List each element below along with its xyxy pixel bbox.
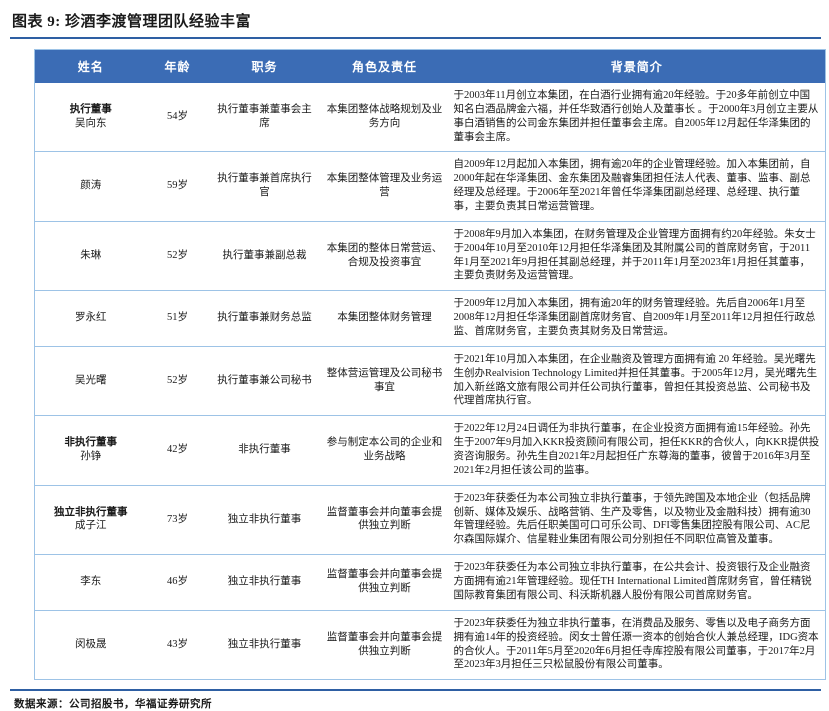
background-cell: 于2023年获委任为本公司独立非执行董事，在公共会计、投资银行及企业融资方面拥有… <box>448 554 826 611</box>
position-cell: 独立非执行董事 <box>208 609 321 680</box>
age-cell: 52岁 <box>146 345 209 416</box>
background-cell: 于2021年10月加入本集团，在企业融资及管理方面拥有逾 20 年经验。吴光曙先… <box>448 345 826 416</box>
header-background: 背景简介 <box>448 49 826 83</box>
director-name: 朱琳 <box>80 249 102 261</box>
role-cell: 本集团的整体日常营运、合规及投资事宜 <box>320 220 449 291</box>
management-table: 姓名 年龄 职务 角色及责任 背景简介 执行董事吴向东 54岁 执行董事兼董事会… <box>34 49 826 681</box>
position-cell: 非执行董事 <box>208 415 321 486</box>
name-cell: 罗永红 <box>34 290 147 347</box>
name-cell: 吴光曙 <box>34 345 147 416</box>
director-name: 罗永红 <box>75 312 107 324</box>
table-row: 非执行董事孙铮 42岁 非执行董事 参与制定本公司的企业和业务战略 于2022年… <box>34 415 826 486</box>
name-cell: 颜涛 <box>34 151 147 222</box>
name-cell: 非执行董事 孙铮 <box>34 415 147 486</box>
table-row: 吴光曙 52岁 执行董事兼公司秘书 整体营运管理及公司秘书事宜 于2021年10… <box>34 345 826 416</box>
director-group-label: 非执行董事 <box>64 437 118 449</box>
position-cell: 执行董事兼副总裁 <box>208 220 321 291</box>
director-name: 成子江 <box>75 520 107 532</box>
role-cell: 整体营运管理及公司秘书事宜 <box>320 345 449 416</box>
role-cell: 监督董事会并向董事会提供独立判断 <box>320 554 449 611</box>
director-name: 孙铮 <box>80 451 102 463</box>
age-cell: 59岁 <box>146 151 209 222</box>
role-cell: 监督董事会并向董事会提供独立判断 <box>320 609 449 680</box>
role-cell: 监督董事会并向董事会提供独立判断 <box>320 484 449 555</box>
name-cell: 闵极晟 <box>34 609 147 680</box>
age-cell: 54岁 <box>167 110 188 122</box>
table-row: 颜涛 59岁 执行董事兼首席执行官 本集团整体管理及业务运营 自2009年12月… <box>34 151 826 222</box>
header-position: 职务 <box>208 49 321 83</box>
role-cell: 参与制定本公司的企业和业务战略 <box>320 415 449 486</box>
header-role: 角色及责任 <box>320 49 449 83</box>
table-row: 独立非执行董事 成子江 73岁 独立非执行董事 监督董事会并向董事会提供独立判断 … <box>34 484 826 555</box>
position-cell: 独立非执行董事 <box>208 484 321 555</box>
age-cell: 73岁 <box>146 484 209 555</box>
position-cell: 执行董事兼公司秘书 <box>208 345 321 416</box>
table-row: 李东 46岁 独立非执行董事 监督董事会并向董事会提供独立判断 于2023年获委… <box>34 554 826 611</box>
header-age: 年龄 <box>146 49 209 83</box>
header-name: 姓名 <box>34 49 147 83</box>
role-cell: 本集团整体财务管理 <box>320 290 449 347</box>
age-cell: 43岁 <box>146 609 209 680</box>
age-cell: 52岁 <box>146 220 209 291</box>
background-cell: 于2009年12月加入本集团，拥有逾20年的财务管理经验。先后自2006年1月至… <box>448 290 826 347</box>
position-cell: 执行董事兼首席执行官 <box>208 151 321 222</box>
table-row: 罗永红 51岁 执行董事兼财务总监 本集团整体财务管理 于2009年12月加入本… <box>34 290 826 347</box>
position-cell: 执行董事兼财务总监 <box>208 290 321 347</box>
age-cell: 42岁 <box>146 415 209 486</box>
background-cell: 于2023年获委任为独立非执行董事，在消费品及服务、零售以及电子商务方面拥有逾1… <box>448 609 826 680</box>
table-row: 执行董事吴向东 54岁 执行董事兼董事会主席 本集团整体战略规划及业务方向 于2… <box>35 83 826 152</box>
name-cell: 独立非执行董事 成子江 <box>34 484 147 555</box>
position-cell: 执行董事兼董事会主席 <box>217 103 312 129</box>
director-group-label: 独立非执行董事 <box>54 506 128 518</box>
director-name: 颜涛 <box>80 180 102 192</box>
director-group-label: 执行董事 <box>69 103 112 115</box>
table-header-row: 姓名 年龄 职务 角色及责任 背景简介 <box>34 49 826 83</box>
director-name: 李东 <box>80 576 102 588</box>
name-cell: 执行董事 吴向东 <box>35 83 147 152</box>
table-row: 朱琳 52岁 执行董事兼副总裁 本集团的整体日常营运、合规及投资事宜 于2008… <box>34 220 826 291</box>
background-cell: 于2003年11月创立本集团，在白酒行业拥有逾20年经验。于20多年前创立中国知… <box>453 90 819 143</box>
title-divider <box>10 37 821 39</box>
data-source-note: 数据来源：公司招股书，华福证券研究所 <box>14 699 212 711</box>
role-cell: 本集团整体战略规划及业务方向 <box>326 103 443 129</box>
director-name: 闵极晟 <box>75 638 107 650</box>
background-cell: 于2022年12月24日调任为非执行董事，在企业投资方面拥有逾15年经验。孙先生… <box>448 415 826 486</box>
age-cell: 51岁 <box>146 290 209 347</box>
figure-title: 图表 9: 珍酒李渡管理团队经验丰富 <box>12 14 251 30</box>
role-cell: 本集团整体管理及业务运营 <box>320 151 449 222</box>
table-row: 闵极晟 43岁 独立非执行董事 监督董事会并向董事会提供独立判断 于2023年获… <box>34 609 826 680</box>
name-cell: 朱琳 <box>34 220 147 291</box>
background-cell: 于2008年9月加入本集团，在财务管理及企业管理方面拥有约20年经验。朱女士于2… <box>448 220 826 291</box>
director-name: 吴向东 <box>75 117 107 129</box>
background-cell: 于2023年获委任为本公司独立非执行董事，于领先跨国及本地企业（包括品牌创新、媒… <box>448 484 826 555</box>
position-cell: 独立非执行董事 <box>208 554 321 611</box>
name-cell: 李东 <box>34 554 147 611</box>
background-cell: 自2009年12月起加入本集团，拥有逾20年的企业管理经验。加入本集团前，自20… <box>448 151 826 222</box>
director-name: 吴光曙 <box>75 374 107 386</box>
age-cell: 46岁 <box>146 554 209 611</box>
